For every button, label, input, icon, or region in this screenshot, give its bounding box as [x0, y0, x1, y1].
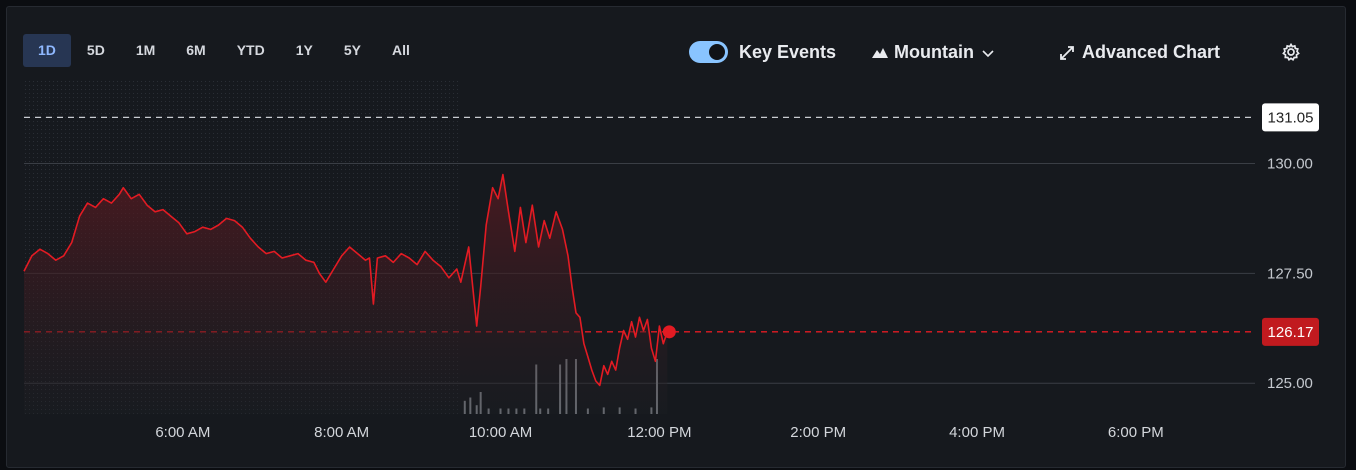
x-tick-label: 10:00 AM [469, 424, 532, 441]
y-tick-label: 125.00 [1267, 375, 1313, 392]
y-tick-label: 130.00 [1267, 156, 1313, 173]
price-badge-label: 126.17 [1268, 324, 1314, 341]
current-price-dot [662, 325, 676, 339]
chevron-down-icon [982, 50, 994, 58]
key-events-toggle[interactable] [689, 41, 728, 63]
price-line [23, 173, 669, 387]
price-badge [1262, 103, 1319, 132]
range-tab-1y[interactable]: 1Y [295, 42, 313, 58]
range-tab-1m[interactable]: 1M [135, 42, 156, 58]
y-tick-label: 127.50 [1267, 265, 1313, 282]
range-tab-1d[interactable]: 1D [23, 34, 71, 67]
x-tick-label: 4:00 PM [949, 424, 1005, 441]
expand-arrows-icon [1060, 46, 1074, 61]
range-tab-5d[interactable]: 5D [86, 42, 105, 58]
x-tick-label: 6:00 AM [155, 424, 210, 441]
chart-type-label: Mountain [894, 42, 974, 62]
advanced-chart-label: Advanced Chart [1082, 42, 1221, 62]
range-tabs: 1D 5D 1M 6M YTD 1Y 5Y All [23, 34, 426, 67]
range-tab-6m[interactable]: 6M [186, 42, 206, 58]
x-tick-label: 2:00 PM [790, 424, 846, 441]
toggle-knob [709, 44, 725, 60]
range-tab-ytd[interactable]: YTD [236, 42, 265, 58]
price-badge-label: 131.05 [1268, 109, 1314, 126]
x-tick-label: 8:00 AM [314, 424, 369, 441]
advanced-chart-button[interactable]: Advanced Chart [1059, 41, 1220, 63]
price-badge [1262, 317, 1319, 346]
mountain-icon [872, 48, 888, 59]
x-tick-label: 6:00 PM [1108, 424, 1164, 441]
gear-icon[interactable] [1281, 42, 1301, 62]
chart-type-selector[interactable]: Mountain [872, 41, 994, 63]
price-area [24, 174, 668, 414]
x-tick-label: 12:00 PM [627, 424, 691, 441]
range-tab-all[interactable]: All [391, 42, 410, 58]
range-tab-5y[interactable]: 5Y [343, 42, 361, 58]
key-events-label[interactable]: Key Events [739, 42, 837, 62]
